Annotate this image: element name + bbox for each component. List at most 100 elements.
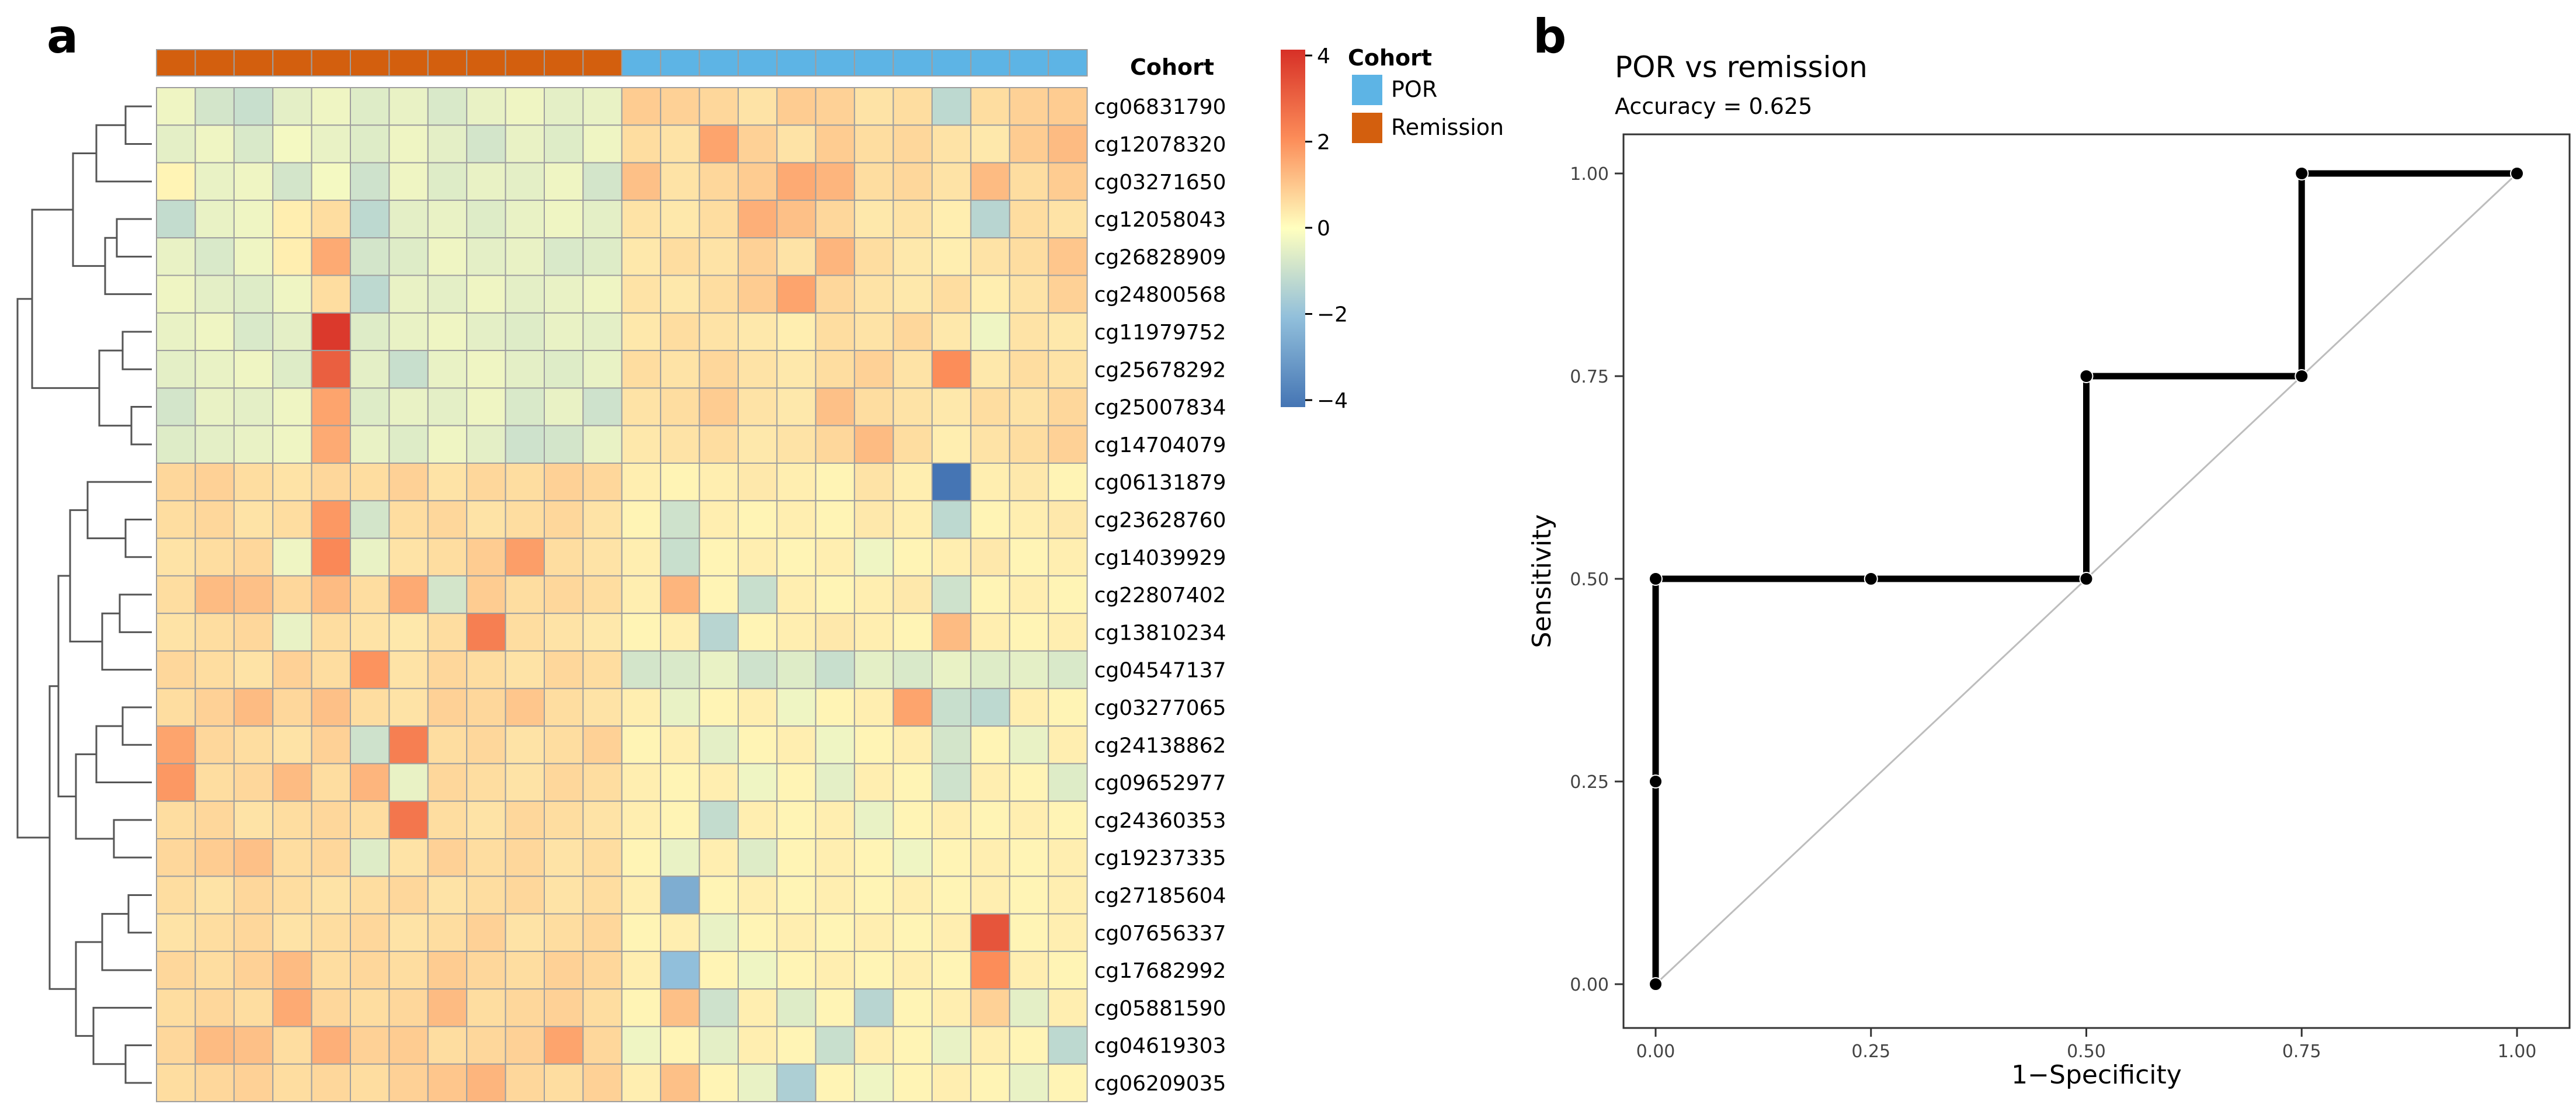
heatmap-cell	[388, 1026, 429, 1065]
heatmap-cell	[776, 575, 816, 614]
heatmap-cell	[815, 425, 856, 464]
heatmap-cell	[582, 500, 623, 539]
heatmap-cell	[698, 425, 739, 464]
heatmap-cell	[698, 650, 739, 689]
color-scale-tick-label: −4	[1317, 389, 1348, 413]
heatmap-cell	[815, 387, 856, 426]
heatmap-cell	[854, 162, 894, 201]
heatmap-cell	[698, 838, 739, 877]
heatmap-cell	[388, 650, 429, 689]
heatmap-cell	[738, 763, 778, 802]
heatmap-cell	[970, 613, 1010, 652]
heatmap-cell	[272, 500, 312, 539]
heatmap-cell	[1048, 237, 1088, 276]
heatmap-cell	[931, 199, 972, 239]
heatmap-cell	[350, 950, 390, 990]
heatmap-cell	[505, 162, 545, 201]
heatmap-cell	[776, 387, 816, 426]
cohort-annotation-cell	[931, 49, 972, 77]
heatmap-cell	[505, 463, 545, 502]
heatmap-cell	[931, 650, 972, 689]
roc-x-tick-label: 1.00	[2498, 1041, 2537, 1062]
heatmap-cell	[660, 763, 700, 802]
row-label: cg25007834	[1094, 396, 1226, 420]
heatmap-cell	[350, 838, 390, 877]
cohort-annotation-cell	[156, 49, 196, 77]
heatmap-cell	[738, 350, 778, 389]
heatmap-cell	[544, 275, 584, 314]
heatmap-cell	[427, 87, 468, 126]
heatmap-cell	[194, 687, 235, 727]
heatmap-cell	[970, 1026, 1010, 1065]
cohort-annotation-cell	[544, 49, 584, 77]
heatmap-cell	[194, 124, 235, 164]
heatmap-cell	[660, 613, 700, 652]
heatmap-cell	[350, 988, 390, 1027]
heatmap-cell	[660, 87, 700, 126]
heatmap-cell	[427, 312, 468, 352]
heatmap-cell	[1009, 199, 1049, 239]
heatmap-cell	[194, 650, 235, 689]
heatmap-cell	[776, 425, 816, 464]
heatmap-cell	[582, 650, 623, 689]
heatmap-cell	[544, 950, 584, 990]
heatmap-cell	[505, 613, 545, 652]
roc-point	[1649, 977, 1663, 991]
heatmap-cell	[854, 763, 894, 802]
heatmap-cell	[815, 876, 856, 915]
row-label: cg03271650	[1094, 171, 1226, 194]
heatmap-cell	[931, 988, 972, 1027]
heatmap-cell	[660, 537, 700, 576]
heatmap-cell	[1048, 162, 1088, 201]
heatmap-cell	[156, 800, 196, 839]
heatmap-cell	[311, 199, 351, 239]
heatmap-cell	[854, 237, 894, 276]
heatmap-cell	[311, 876, 351, 915]
heatmap-cell	[1009, 350, 1049, 389]
heatmap-cell	[621, 687, 662, 727]
heatmap-cell	[1009, 275, 1049, 314]
heatmap-cell	[1048, 650, 1088, 689]
heatmap-cell	[311, 87, 351, 126]
heatmap-cell	[388, 575, 429, 614]
heatmap-cell	[311, 838, 351, 877]
heatmap-cell	[1009, 838, 1049, 877]
heatmap-cell	[156, 687, 196, 727]
heatmap-cell	[776, 162, 816, 201]
heatmap-cell	[776, 1026, 816, 1065]
heatmap-cell	[698, 1026, 739, 1065]
heatmap-cell	[970, 575, 1010, 614]
heatmap-cell	[233, 876, 274, 915]
heatmap-cell	[388, 124, 429, 164]
roc-point	[2295, 166, 2309, 180]
heatmap-cell	[621, 199, 662, 239]
heatmap-cell	[854, 350, 894, 389]
heatmap-cell	[233, 537, 274, 576]
heatmap-cell	[1048, 1063, 1088, 1103]
heatmap-cell	[738, 537, 778, 576]
heatmap-cell	[311, 613, 351, 652]
heatmap-cell	[776, 613, 816, 652]
cohort-annotation-cell	[815, 49, 856, 77]
heatmap-cell	[621, 613, 662, 652]
heatmap-cell	[194, 763, 235, 802]
heatmap-cell	[1009, 87, 1049, 126]
heatmap-cell	[931, 838, 972, 877]
cohort-annotation-cell	[350, 49, 390, 77]
heatmap-cell	[388, 387, 429, 426]
heatmap-cell	[892, 425, 933, 464]
heatmap-cell	[350, 237, 390, 276]
heatmap-cell	[931, 763, 972, 802]
heatmap-cell	[582, 913, 623, 952]
heatmap-cell	[505, 425, 545, 464]
heatmap-cell	[698, 312, 739, 352]
heatmap-cell	[621, 162, 662, 201]
heatmap-cell	[544, 237, 584, 276]
heatmap-cell	[544, 162, 584, 201]
heatmap-cell	[815, 124, 856, 164]
heatmap-cell	[892, 950, 933, 990]
row-labels: cg06831790 cg12078320 cg03271650 cg12058043…	[1094, 95, 1226, 1096]
heatmap-cell	[388, 425, 429, 464]
heatmap-cell	[776, 350, 816, 389]
